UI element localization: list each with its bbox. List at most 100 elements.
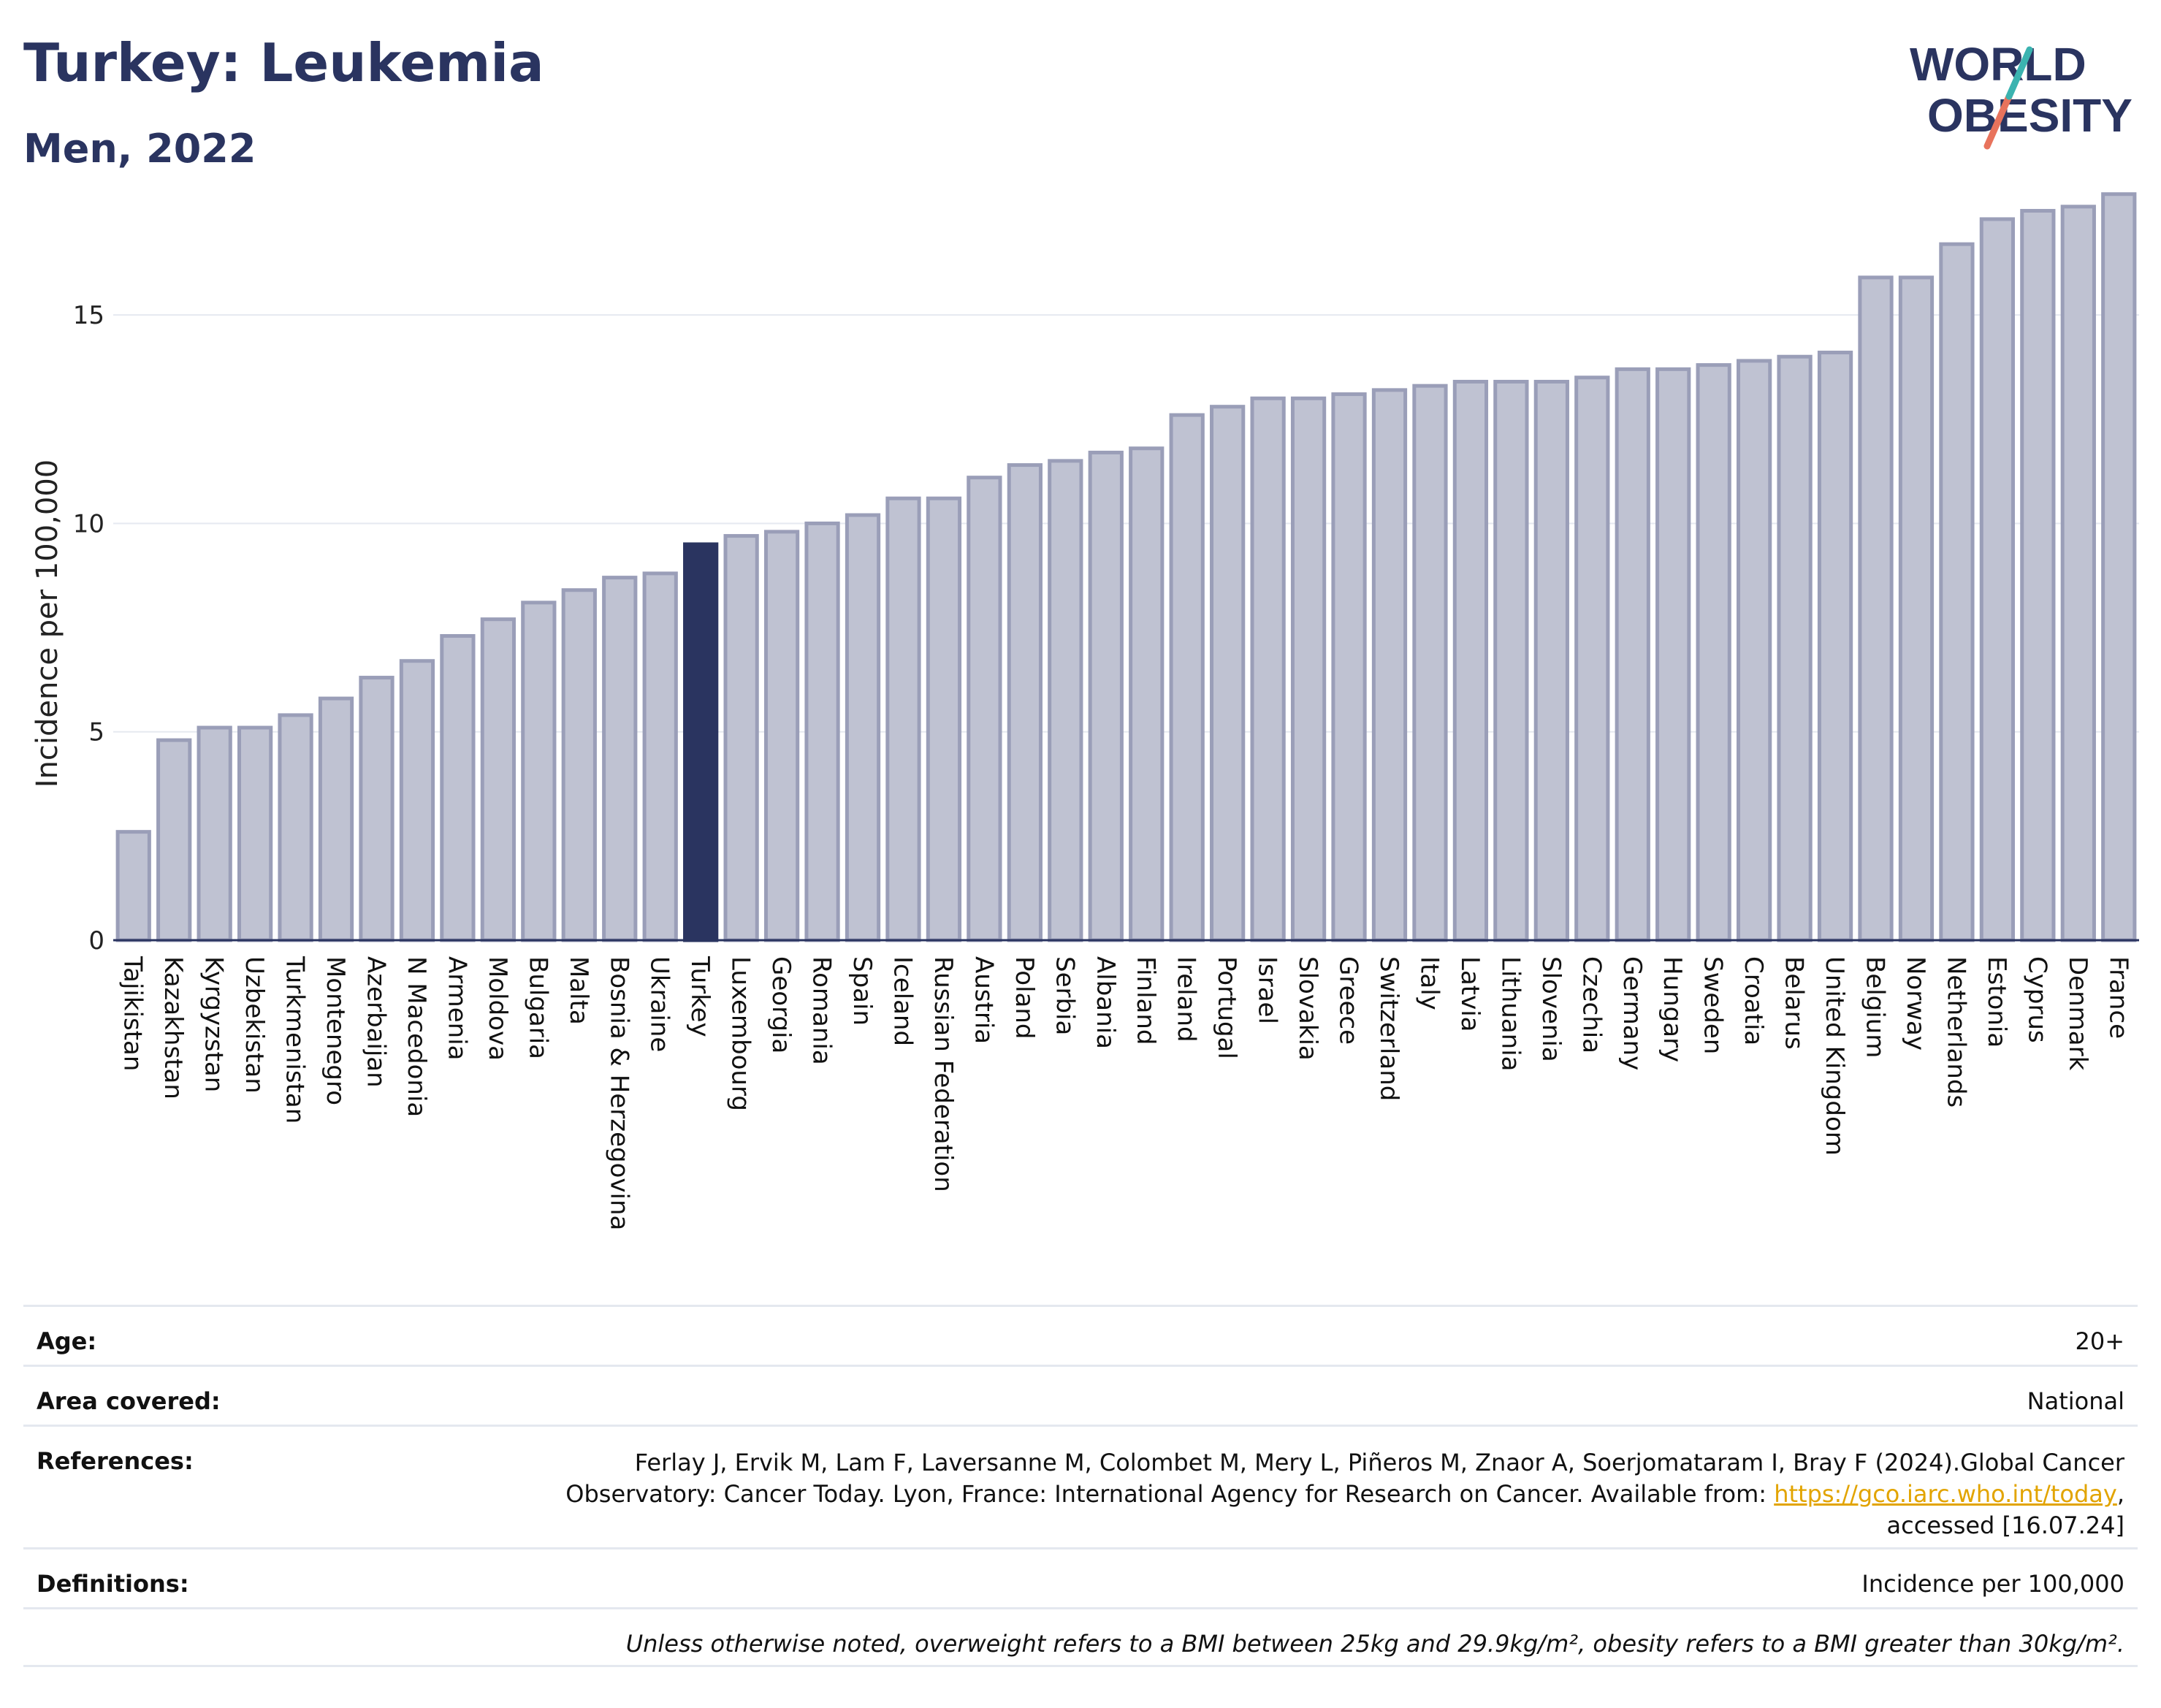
bar-czechia[interactable] bbox=[1574, 375, 1610, 942]
bar-switzerland[interactable] bbox=[1371, 388, 1408, 942]
x-tick-label: Slovenia bbox=[1536, 956, 1566, 1062]
x-tick-label: Hungary bbox=[1658, 956, 1687, 1062]
references-row: References: Ferlay J, Ervik M, Lam F, La… bbox=[23, 1425, 2138, 1547]
x-tick-label: Iceland bbox=[888, 956, 917, 1046]
x-tick-label: Turkmenistan bbox=[281, 956, 310, 1124]
bar-bulgaria[interactable] bbox=[521, 601, 557, 942]
bar-turkmenistan[interactable] bbox=[278, 713, 313, 942]
bar-slovenia[interactable] bbox=[1533, 379, 1569, 942]
definitions-label: Definitions: bbox=[37, 1570, 189, 1598]
x-tick-label: Albania bbox=[1091, 956, 1120, 1049]
bar-luxembourg[interactable] bbox=[723, 534, 759, 942]
y-tick-label: 5 bbox=[88, 718, 104, 747]
references-text-1: Ferlay J, Ervik M, Lam F, Laversanne M, … bbox=[634, 1449, 2124, 1476]
x-tick-label: Portugal bbox=[1212, 956, 1241, 1059]
x-tick-label: France bbox=[2103, 956, 2133, 1039]
world-obesity-logo: WORLD OBESITY bbox=[1910, 38, 2133, 150]
bar-denmark[interactable] bbox=[2060, 205, 2096, 942]
logo-line-world: WORLD bbox=[1910, 38, 2086, 91]
bar-n-macedonia[interactable] bbox=[399, 659, 435, 942]
bar-turkey[interactable] bbox=[683, 542, 719, 942]
bar-austria[interactable] bbox=[967, 476, 1002, 942]
bar-malta[interactable] bbox=[561, 588, 597, 942]
bar-uzbekistan[interactable] bbox=[237, 725, 273, 942]
bar-armenia[interactable] bbox=[440, 633, 476, 942]
bar-kyrgyzstan[interactable] bbox=[197, 725, 232, 942]
bar-iceland[interactable] bbox=[885, 496, 921, 942]
x-tick-label: Tajikistan bbox=[118, 956, 148, 1071]
x-tick-label: Norway bbox=[1901, 956, 1930, 1051]
age-value: 20+ bbox=[2075, 1327, 2124, 1355]
bar-germany[interactable] bbox=[1615, 367, 1650, 942]
bar-slovakia[interactable] bbox=[1290, 396, 1327, 942]
bar-chart: 0 5 10 15 Tajikistan Kazakhstan Kyrgyzstan Uzb… bbox=[31, 192, 2139, 1230]
bar-hungary[interactable] bbox=[1655, 367, 1691, 942]
bar-ireland[interactable] bbox=[1169, 413, 1205, 942]
bar-latvia[interactable] bbox=[1452, 379, 1489, 942]
x-tick-label: Serbia bbox=[1050, 956, 1079, 1035]
x-tick-label: Malta bbox=[564, 956, 593, 1025]
x-tick-label: Ireland bbox=[1172, 956, 1201, 1042]
bar-croatia[interactable] bbox=[1737, 359, 1772, 942]
x-tick-label: Turkey bbox=[685, 956, 714, 1037]
bar-belgium[interactable] bbox=[1858, 275, 1894, 942]
note-row: Unless otherwise noted, overweight refer… bbox=[23, 1607, 2138, 1667]
bar-romania[interactable] bbox=[804, 521, 840, 942]
bar-sweden[interactable] bbox=[1696, 363, 1731, 942]
bar-tajikistan[interactable] bbox=[115, 830, 151, 942]
bar-azerbaijan[interactable] bbox=[359, 676, 395, 942]
x-tick-label: Croatia bbox=[1739, 956, 1768, 1045]
x-tick-label: Bulgaria bbox=[523, 956, 552, 1059]
x-tick-label: Sweden bbox=[1699, 956, 1728, 1054]
y-tick-label: 0 bbox=[88, 926, 104, 956]
bar-netherlands[interactable] bbox=[1939, 242, 1975, 942]
x-tick-label: Estonia bbox=[1982, 956, 2011, 1048]
bar-cyprus[interactable] bbox=[2020, 209, 2056, 942]
bar-kazakhstan[interactable] bbox=[156, 738, 192, 942]
bar-ukraine[interactable] bbox=[642, 571, 678, 942]
x-tick-label: Azerbaijan bbox=[361, 956, 390, 1088]
x-tick-label: Cyprus bbox=[2022, 956, 2051, 1043]
bar-israel[interactable] bbox=[1250, 396, 1286, 942]
bar-spain[interactable] bbox=[845, 513, 881, 942]
references-text-3: , bbox=[2116, 1480, 2124, 1508]
bar-norway[interactable] bbox=[1898, 275, 1935, 942]
x-tick-label: N Macedonia bbox=[402, 956, 431, 1117]
bar-poland[interactable] bbox=[1007, 463, 1043, 942]
references-label: References: bbox=[37, 1447, 194, 1475]
bar-lithuania[interactable] bbox=[1493, 379, 1529, 942]
chart-subtitle: Men, 2022 bbox=[23, 126, 256, 172]
area-label: Area covered: bbox=[37, 1387, 221, 1415]
bar-serbia[interactable] bbox=[1048, 459, 1083, 942]
x-tick-label: Georgia bbox=[766, 956, 796, 1053]
bar-albania[interactable] bbox=[1088, 450, 1124, 942]
bar-montenegro[interactable] bbox=[318, 696, 354, 942]
x-tick-label: Italy bbox=[1414, 956, 1444, 1010]
x-tick-label: Germany bbox=[1617, 956, 1647, 1070]
bar-portugal[interactable] bbox=[1210, 405, 1246, 942]
x-tick-label: Denmark bbox=[2063, 956, 2092, 1071]
bar-italy[interactable] bbox=[1412, 384, 1448, 942]
x-tick-label: Greece bbox=[1334, 956, 1363, 1045]
x-tick-label: Slovakia bbox=[1293, 956, 1322, 1061]
x-tick-label: Israel bbox=[1253, 956, 1282, 1024]
bar-russian-federation[interactable] bbox=[926, 496, 962, 942]
bar-estonia[interactable] bbox=[1979, 217, 2016, 942]
bar-greece[interactable] bbox=[1331, 392, 1367, 942]
x-tick-label: Uzbekistan bbox=[240, 956, 269, 1094]
definitions-row: Definitions: Incidence per 100,000 bbox=[23, 1547, 2138, 1607]
x-tick-label: Lithuania bbox=[1495, 956, 1525, 1071]
x-tick-label: Belgium bbox=[1861, 956, 1890, 1058]
bar-bosnia-herzegovina[interactable] bbox=[602, 576, 638, 942]
bar-france[interactable] bbox=[2101, 192, 2137, 942]
y-axis-title: Incidence per 100,000 bbox=[31, 460, 64, 788]
references-link[interactable]: https://gco.iarc.who.int/today bbox=[1774, 1480, 2117, 1508]
bar-moldova[interactable] bbox=[480, 617, 516, 942]
age-label: Age: bbox=[37, 1327, 97, 1355]
x-tick-label: Russian Federation bbox=[929, 956, 958, 1192]
chart-title: Turkey: Leukemia bbox=[23, 32, 544, 94]
bar-finland[interactable] bbox=[1129, 446, 1165, 942]
bar-georgia[interactable] bbox=[763, 530, 800, 942]
bar-united-kingdom[interactable] bbox=[1817, 351, 1853, 942]
bar-belarus[interactable] bbox=[1777, 354, 1813, 942]
